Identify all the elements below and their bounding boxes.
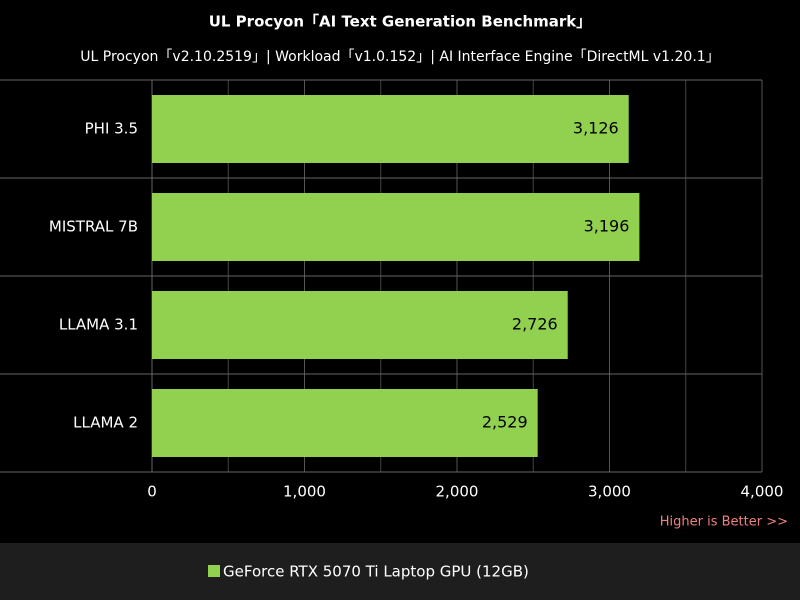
value-label: 3,196 bbox=[584, 217, 630, 236]
x-tick-label: 3,000 bbox=[588, 483, 631, 501]
y-tick-label: PHI 3.5 bbox=[85, 120, 138, 138]
value-label: 2,726 bbox=[512, 315, 558, 334]
legend-label: GeForce RTX 5070 Ti Laptop GPU (12GB) bbox=[223, 563, 529, 581]
x-tick-label: 0 bbox=[147, 483, 157, 501]
bar bbox=[152, 389, 538, 457]
x-tick-label: 1,000 bbox=[283, 483, 326, 501]
note: Higher is Better >> bbox=[660, 515, 788, 530]
bar bbox=[152, 193, 640, 261]
y-tick-label: LLAMA 2 bbox=[73, 414, 138, 432]
chart-subtitle: UL Procyon「v2.10.2519」| Workload「v1.0.15… bbox=[80, 49, 719, 65]
y-tick-label: MISTRAL 7B bbox=[49, 218, 138, 236]
y-tick-label: LLAMA 3.1 bbox=[59, 316, 138, 334]
value-label: 3,126 bbox=[573, 119, 619, 138]
value-label: 2,529 bbox=[482, 413, 528, 432]
legend-swatch bbox=[208, 565, 220, 577]
bar bbox=[152, 95, 629, 163]
x-tick-label: 4,000 bbox=[741, 483, 784, 501]
bar bbox=[152, 291, 568, 359]
x-tick-label: 2,000 bbox=[436, 483, 479, 501]
legend-area bbox=[0, 543, 800, 600]
chart-title: UL Procyon「AI Text Generation Benchmark」 bbox=[209, 13, 592, 31]
